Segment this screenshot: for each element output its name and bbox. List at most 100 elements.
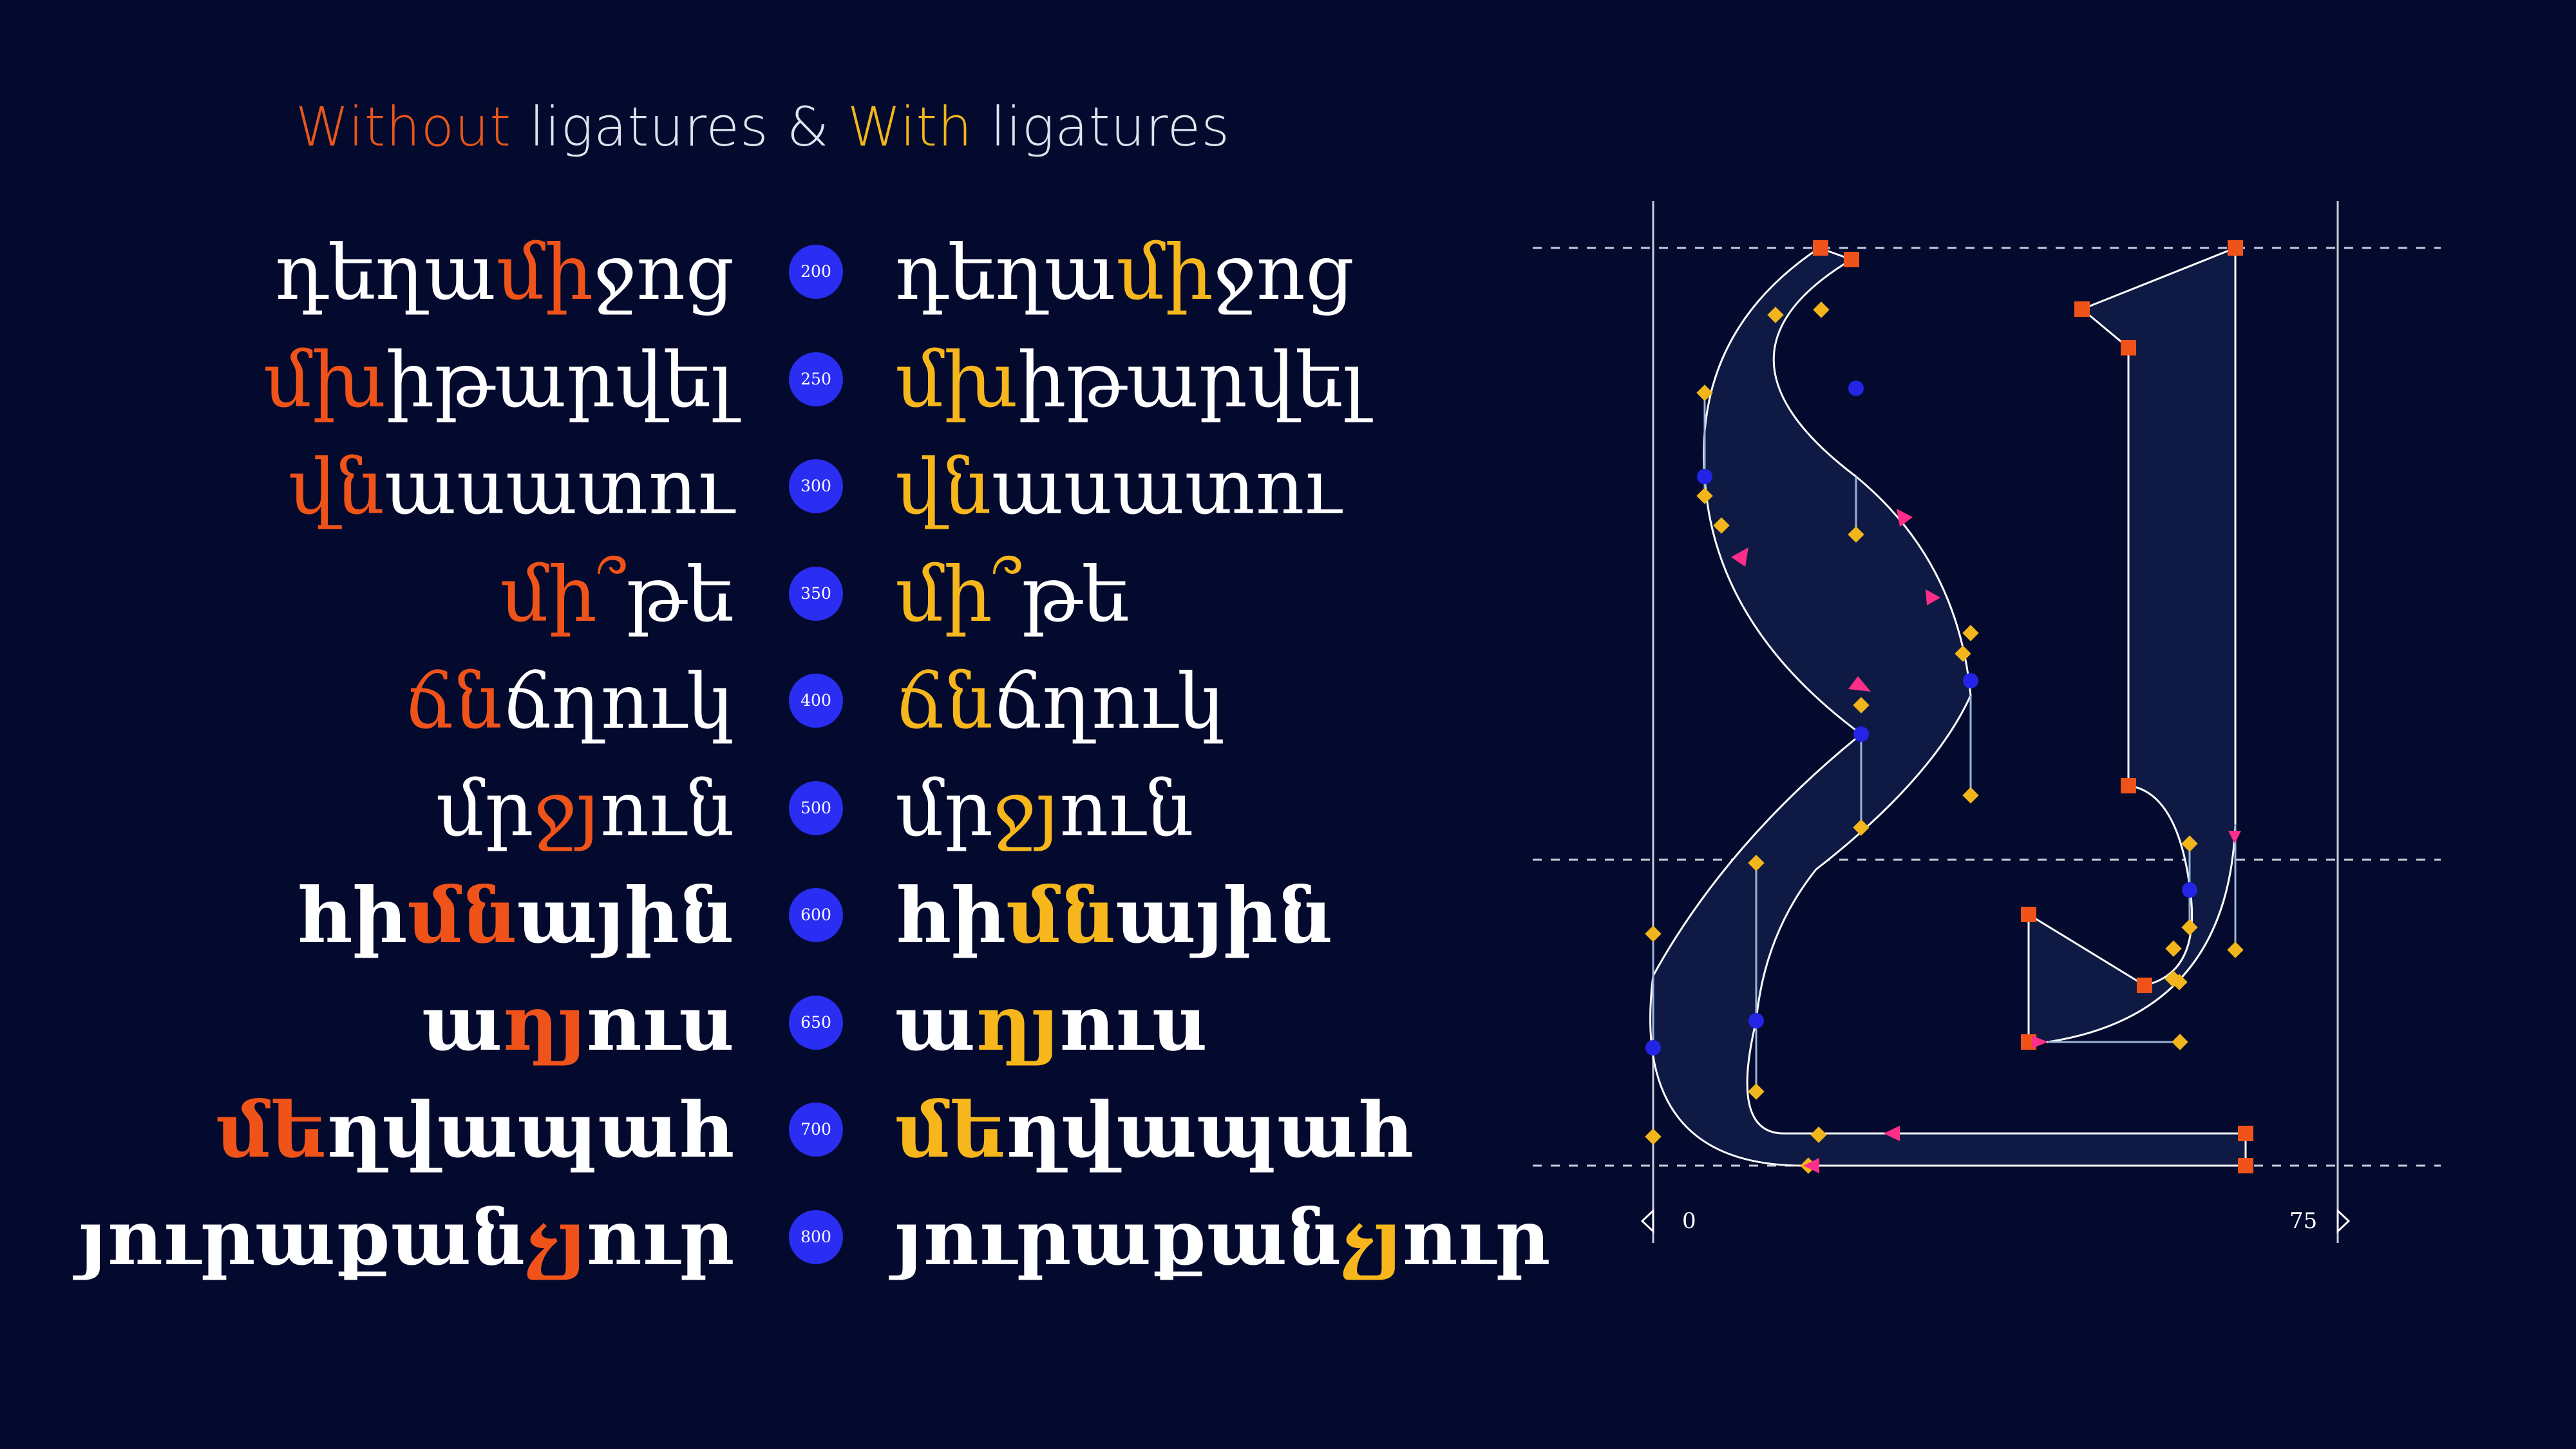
sample-text-suffix: իթարվել (386, 335, 734, 424)
sample-text-suffix: ասատու (384, 442, 734, 531)
ligature-glyph: ճն (895, 657, 994, 746)
unligated-pair: մխ (263, 335, 386, 424)
title-ligatures-2: ligatures (972, 95, 1230, 158)
sample-with-ligatures: մրջյուն (895, 755, 1193, 862)
sample-without-ligatures: մրջյուն (436, 755, 734, 862)
weight-row: վնասատու վնասատու 300 (0, 433, 2576, 540)
unligated-pair: վն (288, 442, 384, 531)
sample-text-prefix: մր (895, 764, 993, 853)
page-title: Without ligatures & With ligatures (0, 95, 1230, 158)
sample-without-ligatures: մի՞թե (500, 541, 734, 648)
sample-without-ligatures: յուրաքանչյուր (79, 1184, 734, 1291)
sample-with-ligatures: հիմնային (895, 862, 1333, 969)
title-without: Without (295, 95, 512, 158)
sample-with-ligatures: աղյուս (895, 970, 1208, 1077)
sample-without-ligatures: մխիթարվել (263, 327, 734, 433)
sample-text-suffix: ուր (585, 1192, 734, 1282)
right-sidebearing-marker (2336, 1208, 2351, 1234)
ligature-glyph: մի (1116, 228, 1214, 317)
sample-text-suffix: ային (1115, 871, 1333, 960)
weight-row: ճնճղուկ ճնճղուկ 400 (0, 648, 2576, 755)
weight-badge: 250 (789, 352, 843, 406)
unligated-pair: ճն (404, 657, 503, 746)
weight-badge: 200 (789, 245, 843, 299)
sample-without-ligatures: վնասատու (288, 433, 734, 540)
title-ligatures-1: ligatures & (511, 95, 848, 158)
left-sidebearing-value: 0 (1682, 1208, 1696, 1234)
sample-with-ligatures: մի՞թե (895, 541, 1130, 648)
guide-lines (1533, 201, 2441, 1243)
sample-text-suffix: ղվապահ (326, 1085, 734, 1175)
ligature-glyph: մի՞ (895, 549, 1022, 639)
sample-with-ligatures: մեղվապահ (895, 1077, 1414, 1184)
sample-without-ligatures: դեղամիջոց (275, 219, 734, 326)
glyph-outline (1649, 247, 2247, 1167)
weight-badge: 350 (789, 566, 843, 621)
sample-with-ligatures: ճնճղուկ (895, 648, 1225, 755)
weight-row: մրջյուն մրջյուն 500 (0, 755, 2576, 862)
ligature-glyph: մե (895, 1085, 1006, 1175)
sample-text-prefix: դեղա (275, 228, 497, 317)
ligature-glyph: ղյ (975, 978, 1059, 1068)
weight-row: դեղամիջոց դեղամիջոց 200 (0, 219, 2576, 326)
sample-with-ligatures: դեղամիջոց (895, 219, 1354, 326)
weight-row: յուրաքանչյուր յուրաքանչյուր 800 (0, 1184, 2576, 1291)
weight-badge: 500 (789, 781, 843, 835)
sample-text-suffix: թե (1021, 549, 1130, 639)
sample-text-prefix: ա (895, 978, 976, 1068)
unligated-pair: մի (496, 228, 594, 317)
sample-without-ligatures: ճնճղուկ (404, 648, 734, 755)
direction-arrows (1731, 509, 2241, 1173)
sample-text-suffix: ջոց (1213, 228, 1354, 317)
weight-badge: 800 (789, 1209, 843, 1264)
left-sidebearing-marker (1640, 1208, 1654, 1234)
unligated-pair: մն (407, 871, 517, 960)
sample-text-suffix: իթարվել (1018, 335, 1367, 424)
corner-points (1813, 240, 2253, 1173)
sample-without-ligatures: հիմնային (296, 862, 734, 969)
sample-with-ligatures: մխիթարվել (895, 327, 1366, 433)
weight-badge: 400 (789, 674, 843, 728)
right-sidebearing-value: 75 (2289, 1208, 2317, 1234)
sample-text-prefix: ա (422, 978, 502, 1068)
sample-with-ligatures: յուրաքանչյուր (895, 1184, 1550, 1291)
ligature-glyph: մխ (895, 335, 1018, 424)
weight-badge: 700 (789, 1103, 843, 1157)
sample-text-suffix: ուն (1059, 764, 1194, 853)
sample-text-suffix: ուս (1058, 978, 1208, 1068)
weight-row: մեղվապահ մեղվապահ 700 (0, 1077, 2576, 1184)
ligature-glyph: վն (895, 442, 992, 531)
ligature-glyph: ջյ (993, 764, 1059, 853)
sample-text-suffix: ուն (600, 764, 734, 853)
sample-text-suffix: ուս (585, 978, 734, 1068)
sample-text-suffix: ղվապահ (1005, 1085, 1414, 1175)
ligature-glyph: մն (1006, 871, 1116, 960)
sample-text-prefix: մր (435, 764, 534, 853)
unligated-pair: ջյ (533, 764, 600, 853)
title-with: With (847, 95, 973, 158)
sample-text-suffix: ճղուկ (502, 657, 734, 746)
sidebearing-markers: 0 75 (1640, 1208, 2351, 1234)
sample-text-suffix: ջոց (593, 228, 734, 317)
sample-text-prefix: հի (895, 871, 1007, 960)
weight-row: մի՞թե մի՞թե 350 (0, 541, 2576, 648)
on-curve-points (1645, 381, 2197, 1056)
sample-without-ligatures: մեղվապահ (216, 1077, 734, 1184)
ligature-glyph: չյ (1341, 1192, 1402, 1282)
weight-badge: 650 (789, 995, 843, 1050)
sample-text-prefix: դեղա (895, 228, 1117, 317)
sample-text-suffix: ուր (1401, 1192, 1550, 1282)
sample-text-suffix: ճղուկ (993, 657, 1226, 746)
sample-text-suffix: ային (516, 871, 734, 960)
unligated-pair: ղյ (502, 978, 586, 1068)
sample-without-ligatures: աղյուս (422, 970, 734, 1077)
unligated-pair: մի՞ (500, 549, 627, 639)
sample-with-ligatures: վնասատու (895, 433, 1341, 540)
sample-text-prefix: յուրաքան (79, 1192, 526, 1282)
sample-text-prefix: հի (296, 871, 408, 960)
weight-row: մխիթարվել մխիթարվել 250 (0, 327, 2576, 433)
weight-row: աղյուս աղյուս 650 (0, 970, 2576, 1077)
glyph-construction-diagram: 0 75 (1533, 201, 2441, 1243)
weight-badge: 300 (789, 459, 843, 513)
sample-text-suffix: ասատու (991, 442, 1341, 531)
